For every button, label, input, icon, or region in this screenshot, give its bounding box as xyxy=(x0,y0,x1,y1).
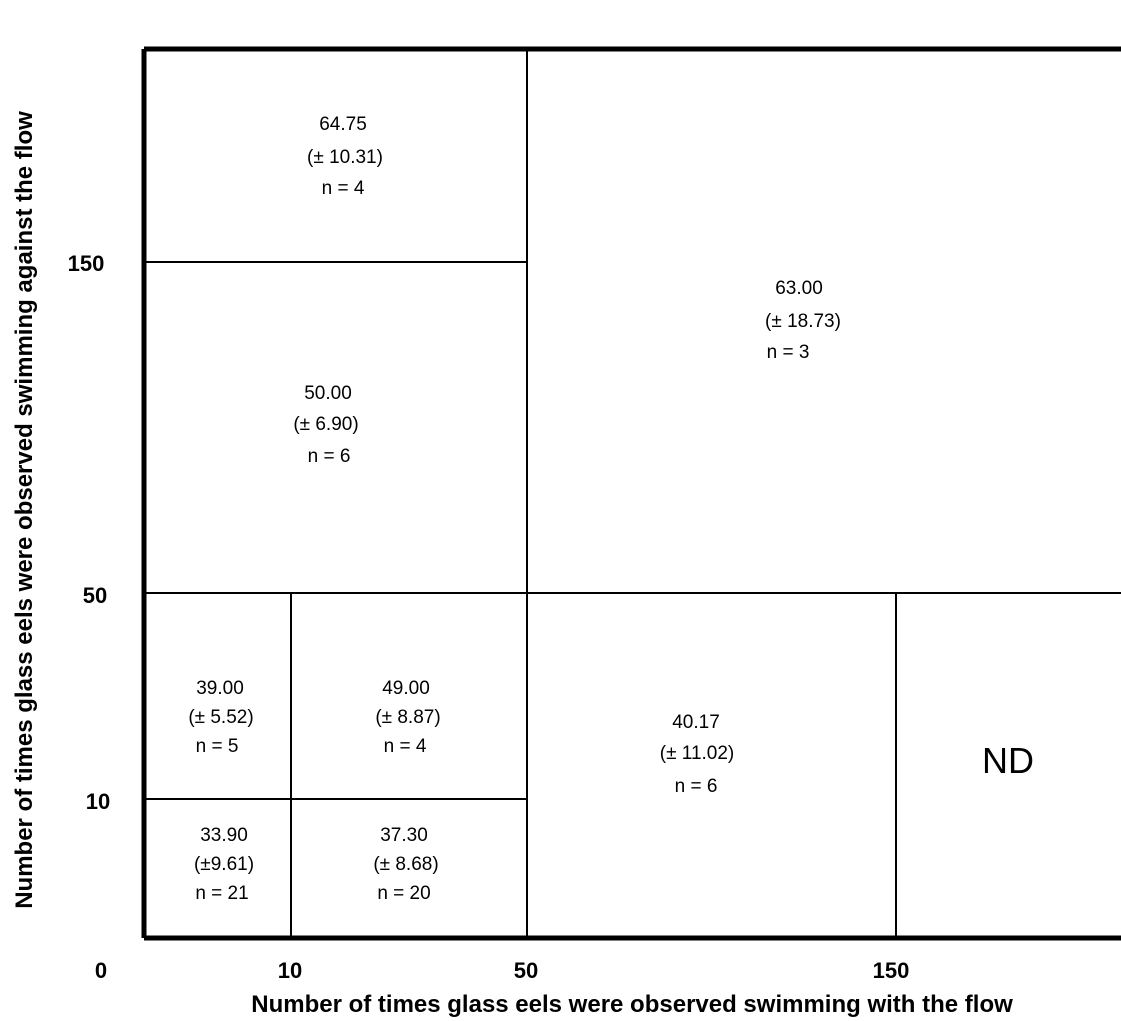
cell-mean: 49.00 xyxy=(382,678,430,699)
x-axis-ticks: 10 50 150 xyxy=(278,958,910,983)
cell-sd: (± 5.52) xyxy=(188,707,253,728)
y-tick-label: 10 xyxy=(86,789,110,814)
cell-n: n = 20 xyxy=(377,883,430,904)
cell-mean: 39.00 xyxy=(196,678,244,699)
cell-n: n = 6 xyxy=(675,776,718,797)
cell-n: n = 21 xyxy=(195,883,248,904)
cell-x150-plus-y0-50: ND xyxy=(982,740,1034,781)
y-tick-label: 0 xyxy=(95,958,107,983)
cell-x0-50-y150-plus: 64.75 (± 10.31) n = 4 xyxy=(307,114,383,199)
cell-n: n = 4 xyxy=(322,178,365,199)
cell-mean: 40.17 xyxy=(672,712,720,733)
grid-lines xyxy=(144,49,1121,938)
cell-mean: 50.00 xyxy=(304,383,352,404)
cell-sd: (± 18.73) xyxy=(765,311,841,332)
cell-x0-10-y0-10: 33.90 (±9.61) n = 21 xyxy=(194,825,254,904)
x-tick-label: 10 xyxy=(278,958,302,983)
y-axis-title: Number of times glass eels were observed… xyxy=(11,111,38,909)
cell-x0-10-y10-50: 39.00 (± 5.52) n = 5 xyxy=(188,678,253,757)
x-tick-label: 150 xyxy=(873,958,910,983)
cell-x50-150-y0-50: 40.17 (± 11.02) n = 6 xyxy=(660,712,735,797)
cell-x10-50-y10-50: 49.00 (± 8.87) n = 4 xyxy=(375,678,440,757)
cell-mean: 33.90 xyxy=(200,825,248,846)
cell-x10-50-y0-10: 37.30 (± 8.68) n = 20 xyxy=(373,825,438,904)
cell-sd: (±9.61) xyxy=(194,854,254,875)
cell-mean: 37.30 xyxy=(380,825,428,846)
cell-sd: (± 8.68) xyxy=(373,854,438,875)
cell-nd-label: ND xyxy=(982,740,1034,781)
cell-n: n = 3 xyxy=(767,342,810,363)
cell-sd: (± 8.87) xyxy=(375,707,440,728)
cell-x0-50-y50-150: 50.00 (± 6.90) n = 6 xyxy=(293,383,358,467)
plot-frame xyxy=(141,46,1121,941)
y-tick-label: 50 xyxy=(83,583,107,608)
cell-n: n = 6 xyxy=(308,446,351,467)
y-tick-label: 150 xyxy=(68,251,105,276)
x-axis-title: Number of times glass eels were observed… xyxy=(251,991,1013,1018)
y-axis-ticks: 0 10 50 150 xyxy=(68,251,111,983)
cell-sd: (± 6.90) xyxy=(293,414,358,435)
cell-x50-plus-y50-plus: 63.00 (± 18.73) n = 3 xyxy=(765,278,841,363)
cell-sd: (± 11.02) xyxy=(660,743,735,764)
cell-sd: (± 10.31) xyxy=(307,147,383,168)
cell-n: n = 4 xyxy=(384,736,427,757)
x-tick-label: 50 xyxy=(514,958,538,983)
cell-mean: 63.00 xyxy=(775,278,823,299)
cell-n: n = 5 xyxy=(196,736,239,757)
cell-mean: 64.75 xyxy=(319,114,367,135)
